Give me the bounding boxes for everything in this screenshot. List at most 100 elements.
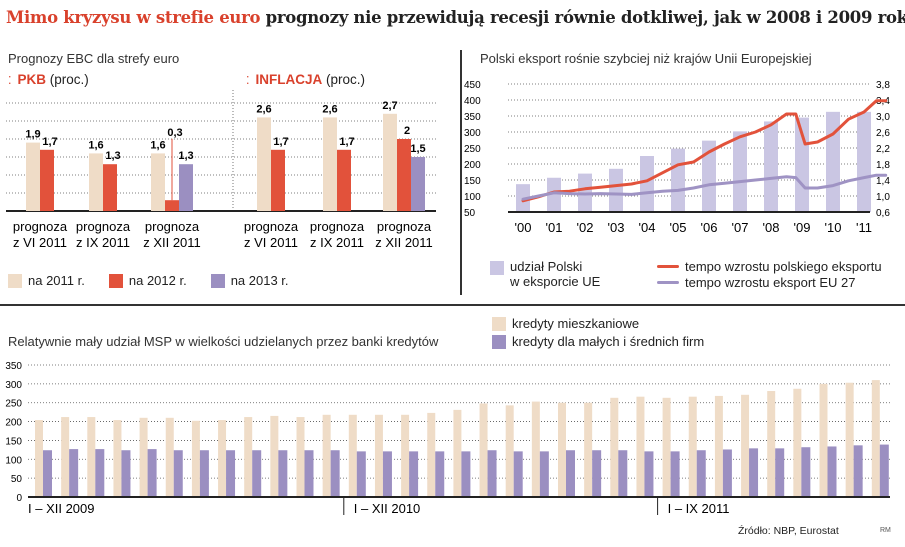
bar-mortgage (296, 417, 305, 497)
y-right-tick: 1,0 (876, 192, 890, 203)
bar (40, 149, 54, 211)
category-label: prognoza (377, 219, 432, 234)
bar-sme (382, 451, 392, 497)
data-label: 1,5 (410, 143, 425, 155)
y-left-tick: 150 (464, 176, 481, 187)
x-tick-label: '03 (608, 220, 625, 235)
category-label: prognoza (13, 219, 68, 234)
bar (271, 149, 285, 211)
category-label: z VI 2011 (244, 235, 298, 250)
bar-mortgage (401, 414, 410, 497)
bar (89, 153, 103, 211)
category-label: z IX 2011 (76, 235, 130, 250)
bar-mortgage (688, 396, 697, 497)
bar (826, 111, 840, 212)
export-legend-bars: udział Polski w eksporcie UE (490, 259, 600, 289)
category-label: prognoza (76, 219, 131, 234)
bar-mortgage (610, 397, 619, 497)
bar (165, 200, 179, 211)
category-label: prognoza (145, 219, 200, 234)
bar-sme (121, 450, 131, 497)
bar (547, 177, 561, 212)
x-tick-label: '09 (794, 220, 811, 235)
dots-icon: ⁚ (246, 75, 250, 87)
bar-sme (226, 450, 236, 497)
category-label: prognoza (244, 219, 299, 234)
bar-mortgage (244, 417, 253, 497)
x-tick-label: '05 (670, 220, 687, 235)
y-right-tick: 3,8 (876, 80, 890, 91)
category-label: z VI 2011 (13, 235, 67, 250)
bar-sme (409, 451, 419, 497)
category-label: z XII 2011 (375, 235, 433, 250)
bar-sme (69, 449, 79, 497)
data-label: 2,6 (322, 103, 337, 115)
y-tick: 250 (5, 399, 22, 410)
bar (151, 153, 165, 211)
bar (857, 111, 871, 212)
x-tick-label: '06 (701, 220, 718, 235)
inflation-heading: ⁚ INFLACJA (proc.) (246, 72, 366, 87)
bar-sme (618, 450, 628, 497)
bar-mortgage (427, 412, 436, 497)
y-tick: 100 (5, 455, 22, 466)
legend-swatch-2012 (108, 273, 123, 288)
data-label: 1,6 (150, 139, 165, 151)
bar-sme (330, 450, 340, 497)
bar-sme (513, 451, 523, 497)
y-right-tick: 3,0 (876, 112, 890, 123)
bar (671, 148, 685, 212)
y-right-tick: 0,6 (876, 208, 890, 219)
data-label: 1,9 (25, 129, 40, 141)
period-label: I – IX 2011 (668, 501, 730, 516)
bar-sme (722, 449, 732, 497)
category-label: z XII 2011 (143, 235, 201, 250)
y-left-tick: 300 (464, 128, 481, 139)
y-tick: 50 (11, 474, 23, 485)
bar (26, 142, 40, 211)
bar-mortgage (636, 396, 645, 497)
bar-sme (566, 450, 575, 497)
y-right-tick: 2,2 (876, 144, 890, 155)
bar-mortgage (270, 415, 279, 497)
data-label: 1,6 (88, 139, 103, 151)
period-label: I – XII 2010 (354, 501, 421, 516)
bar (764, 121, 778, 212)
bar-mortgage (767, 391, 776, 497)
bar-sme (304, 450, 314, 497)
y-left-tick: 350 (464, 112, 481, 123)
y-tick: 200 (5, 418, 22, 429)
y-tick: 0 (16, 493, 22, 504)
bar (383, 113, 397, 211)
divider (0, 304, 905, 306)
bar (337, 149, 351, 211)
data-label: 0,3 (167, 127, 182, 139)
bar-sme (749, 448, 759, 497)
bar-sme (199, 450, 209, 497)
bar-mortgage (61, 417, 70, 497)
ebc-legend: na 2011 r. na 2012 r. na 2013 r. (8, 273, 289, 288)
bar (323, 117, 337, 211)
legend-swatch-2013 (210, 273, 225, 288)
x-tick-label: '07 (732, 220, 749, 235)
bar-sme (853, 445, 863, 497)
data-label: 1,3 (178, 150, 193, 162)
data-label: 2,6 (256, 103, 271, 115)
bar (702, 140, 716, 212)
bar-mortgage (505, 405, 514, 497)
bar (733, 131, 747, 212)
y-tick: 300 (5, 380, 22, 391)
legend-swatch-2011 (8, 273, 22, 288)
bar-sme (43, 450, 52, 497)
divider (460, 50, 462, 295)
credit-chart: 350 300 250 200 150 100 50 0 I – XII 2009 I – XII… (5, 361, 890, 516)
bar-sme (95, 449, 105, 497)
bar-sme (252, 450, 262, 497)
bar-mortgage (558, 402, 566, 497)
data-label: 1,7 (273, 136, 288, 148)
y-left-tick: 200 (464, 160, 481, 171)
legend-swatch-mortgage (492, 316, 506, 331)
bar-mortgage (113, 420, 122, 497)
bar-mortgage (139, 417, 148, 497)
